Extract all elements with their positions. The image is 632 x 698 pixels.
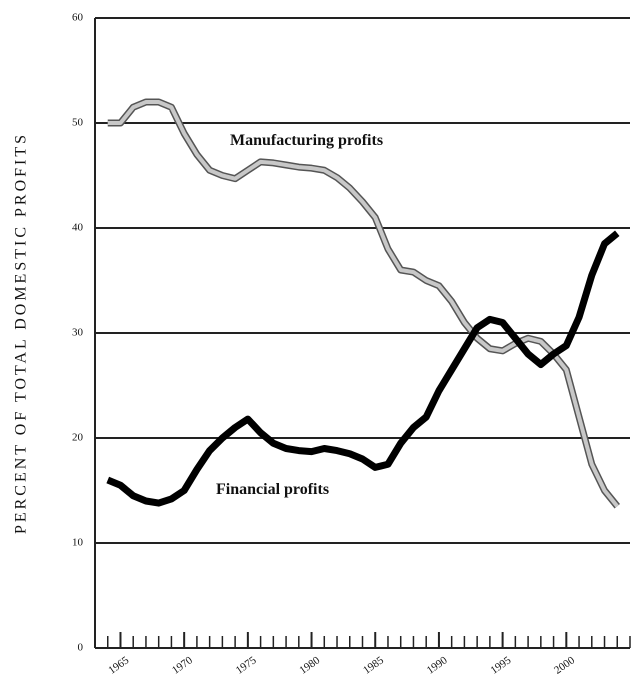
- y-tick-label: 40: [72, 222, 84, 234]
- series-line: [107, 100, 619, 508]
- x-tick-label: 1965: [106, 654, 131, 677]
- annotation: Financial profits: [216, 481, 329, 498]
- y-tick-label: 0: [78, 642, 84, 654]
- x-tick-label: 1990: [425, 654, 450, 677]
- series-outline: [107, 98, 620, 509]
- annotation: Manufacturing profits: [230, 132, 383, 149]
- x-tick-label: 1975: [234, 654, 259, 677]
- y-tick-label: 20: [72, 432, 84, 444]
- y-axis-label: PERCENT OF TOTAL DOMESTIC PROFITS: [13, 132, 30, 534]
- x-tick-label: 1995: [488, 654, 513, 677]
- x-tick-label: 1970: [170, 654, 195, 677]
- y-tick-label: 60: [72, 12, 84, 24]
- series-line: [106, 230, 620, 507]
- x-tick-label: 1980: [297, 654, 322, 677]
- y-tick-label: 30: [72, 327, 84, 339]
- x-tick-label: 1985: [361, 654, 386, 677]
- y-tick-label: 50: [72, 117, 84, 129]
- y-tick-label: 10: [72, 537, 84, 549]
- x-tick-label: 2000: [552, 654, 577, 677]
